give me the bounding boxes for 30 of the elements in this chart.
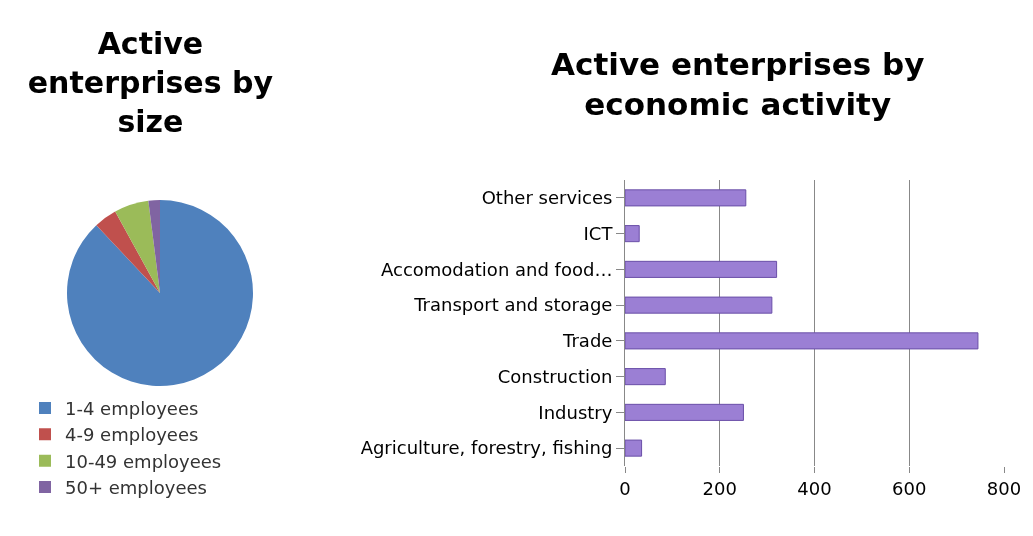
y-tick-label: ICT: [583, 222, 614, 244]
x-tick-label: 800: [986, 477, 1022, 499]
legend-label: 1-4 employees: [65, 397, 199, 419]
y-tick-label: Accomodation and food…: [381, 258, 613, 280]
y-tick-label: Other services: [481, 187, 613, 209]
legend-label: 10-49 employees: [65, 450, 222, 472]
y-tick-label: Construction: [497, 365, 613, 387]
bar: [625, 403, 744, 421]
y-tick-label: Agriculture, forestry, fishing: [360, 437, 613, 459]
y-tick-label: Trade: [562, 330, 613, 352]
x-tick-label: 200: [702, 477, 737, 499]
pie-slice: [115, 200, 160, 293]
x-tick-label: 400: [797, 477, 832, 499]
legend-label: 4-9 employees: [65, 424, 199, 446]
bar: [625, 260, 778, 278]
pie-slice: [96, 211, 160, 293]
bar: [625, 189, 747, 207]
x-tick-label: 600: [892, 477, 927, 499]
chart-title: Active enterprises by size: [27, 25, 274, 139]
bar: [625, 332, 979, 350]
bar: [625, 225, 640, 243]
legend-label: 50+ employees: [65, 477, 207, 499]
chart-title: Active enterprises by economic activity: [551, 46, 925, 123]
bar: [625, 439, 643, 457]
bar: [625, 296, 773, 314]
bar: [625, 368, 666, 386]
pie-slice: [67, 200, 253, 386]
y-tick-label: Transport and storage: [413, 294, 613, 316]
y-tick-label: Industry: [538, 401, 613, 423]
x-tick-label: 0: [619, 477, 631, 499]
